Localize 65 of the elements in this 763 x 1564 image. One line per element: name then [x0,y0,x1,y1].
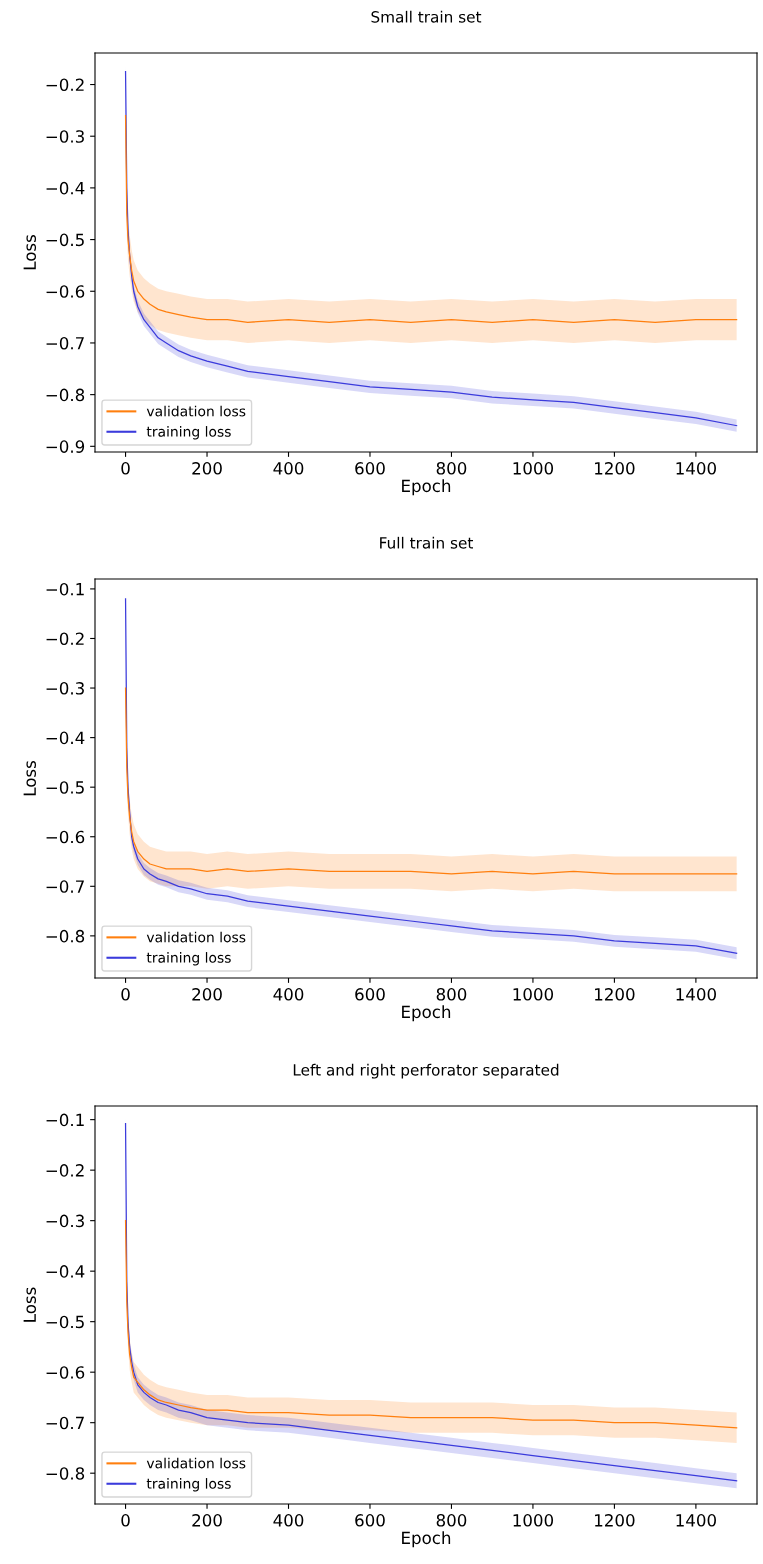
y-tick-label: −0.5 [46,781,84,794]
chart-title: Left and right perforator separated [293,1063,559,1079]
chart-title: Small train set [371,10,482,23]
y-tick-label: −0.3 [46,682,84,695]
x-tick-label: 400 [273,462,304,475]
y-tick-label: −0.7 [46,336,84,350]
y-tick-label: −0.8 [46,929,85,943]
y-axis-title: Loss [23,761,37,796]
x-tick-label: 200 [192,1514,222,1527]
y-tick-label: −0.8 [46,1467,85,1480]
x-tick-label: 1400 [676,462,716,475]
x-tick-label: 600 [355,1514,385,1527]
y-tick-label: −0.1 [46,1113,84,1127]
y-tick-label: −0.9 [46,440,85,453]
line-series [124,114,738,323]
x-tick-label: 0 [121,988,130,1001]
x-tick-label: 1000 [513,988,554,1001]
x-tick-label: 800 [436,1514,467,1527]
x-tick-label: 800 [436,462,467,475]
x-axis-title: Epoch [402,479,451,496]
legend-label: validation loss [146,405,246,417]
y-tick-label: −0.2 [46,632,84,646]
x-tick-label: 1200 [595,1514,635,1527]
y-tick-label: −0.3 [46,1214,84,1228]
y-tick-label: −0.4 [46,1265,85,1278]
y-tick-label: −0.3 [46,130,84,143]
y-axis-title: Loss [23,235,37,270]
x-axis-title: Epoch [402,1531,451,1548]
x-tick-label: 0 [121,462,130,475]
y-tick-label: −0.6 [46,285,85,298]
y-tick-label: −0.6 [46,830,85,844]
x-tick-label: 1000 [513,1514,554,1527]
x-tick-label: 1200 [595,462,635,475]
y-tick-label: −0.6 [46,1366,85,1379]
x-tick-label: 1400 [676,988,716,1001]
x-tick-label: 800 [436,988,467,1001]
x-tick-label: 200 [192,462,222,475]
x-tick-label: 600 [355,462,385,475]
x-tick-label: 1400 [676,1514,716,1527]
y-tick-label: −0.7 [46,880,84,893]
x-tick-label: 200 [192,988,222,1001]
y-tick-label: −0.2 [46,1164,84,1177]
y-tick-label: −0.8 [46,388,85,402]
x-tick-label: 1000 [513,462,554,475]
y-axis-title: Loss [23,1287,37,1322]
y-tick-label: −0.7 [46,1416,84,1430]
legend-label: validation loss [146,931,246,943]
y-tick-label: −0.4 [46,181,85,195]
y-tick-label: −0.5 [46,1315,84,1329]
x-axis-title: Epoch [402,1005,451,1022]
x-tick-label: 1200 [595,988,635,1001]
y-tick-label: −0.1 [46,582,84,596]
x-tick-label: 0 [121,1514,130,1527]
y-tick-label: −0.2 [46,78,84,92]
legend-label: training loss [146,1478,231,1492]
chart-title: Full train set [380,536,474,549]
y-tick-label: −0.4 [46,731,85,745]
x-tick-label: 400 [273,988,304,1001]
legend-label: training loss [146,952,231,966]
legend-label: validation loss [146,1457,246,1469]
x-tick-label: 400 [273,1514,304,1527]
line-series [124,687,738,875]
x-tick-label: 600 [355,988,385,1001]
legend-label: training loss [146,426,231,440]
y-tick-label: −0.5 [46,233,84,247]
